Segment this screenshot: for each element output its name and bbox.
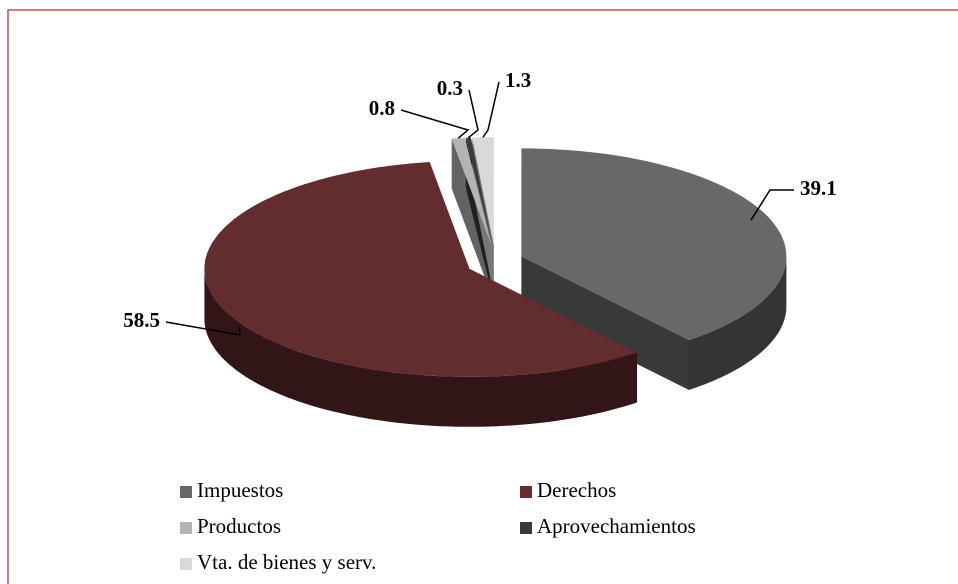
slice xyxy=(472,137,494,246)
legend-swatch xyxy=(520,486,532,498)
leader-line xyxy=(400,109,470,139)
slice-wall xyxy=(451,138,492,296)
leader-line xyxy=(482,81,500,138)
slice-wall xyxy=(521,256,690,391)
leader-line xyxy=(165,321,241,336)
legend-swatch xyxy=(520,522,532,534)
slice-side xyxy=(689,256,787,390)
data-label: 0.8 xyxy=(369,96,395,120)
data-label: 58.5 xyxy=(123,308,160,332)
legend-swatch xyxy=(180,558,192,570)
legend-label: Aprovechamientos xyxy=(537,514,696,538)
legend-label: Derechos xyxy=(537,478,616,502)
data-label: 39.1 xyxy=(800,176,837,200)
leader-line xyxy=(467,89,479,139)
data-label: 1.3 xyxy=(505,68,531,92)
slice xyxy=(204,162,637,377)
slice xyxy=(451,137,492,246)
data-label: 0.3 xyxy=(437,76,463,100)
legend-swatch xyxy=(180,486,192,498)
legend-label: Impuestos xyxy=(197,478,283,502)
legend-label: Vta. de bienes y serv. xyxy=(197,550,376,574)
slice xyxy=(465,137,493,246)
legend-swatch xyxy=(180,522,192,534)
slice xyxy=(521,148,787,340)
slice-side xyxy=(204,268,637,427)
legend-label: Productos xyxy=(197,514,281,538)
leader-line xyxy=(750,189,794,221)
